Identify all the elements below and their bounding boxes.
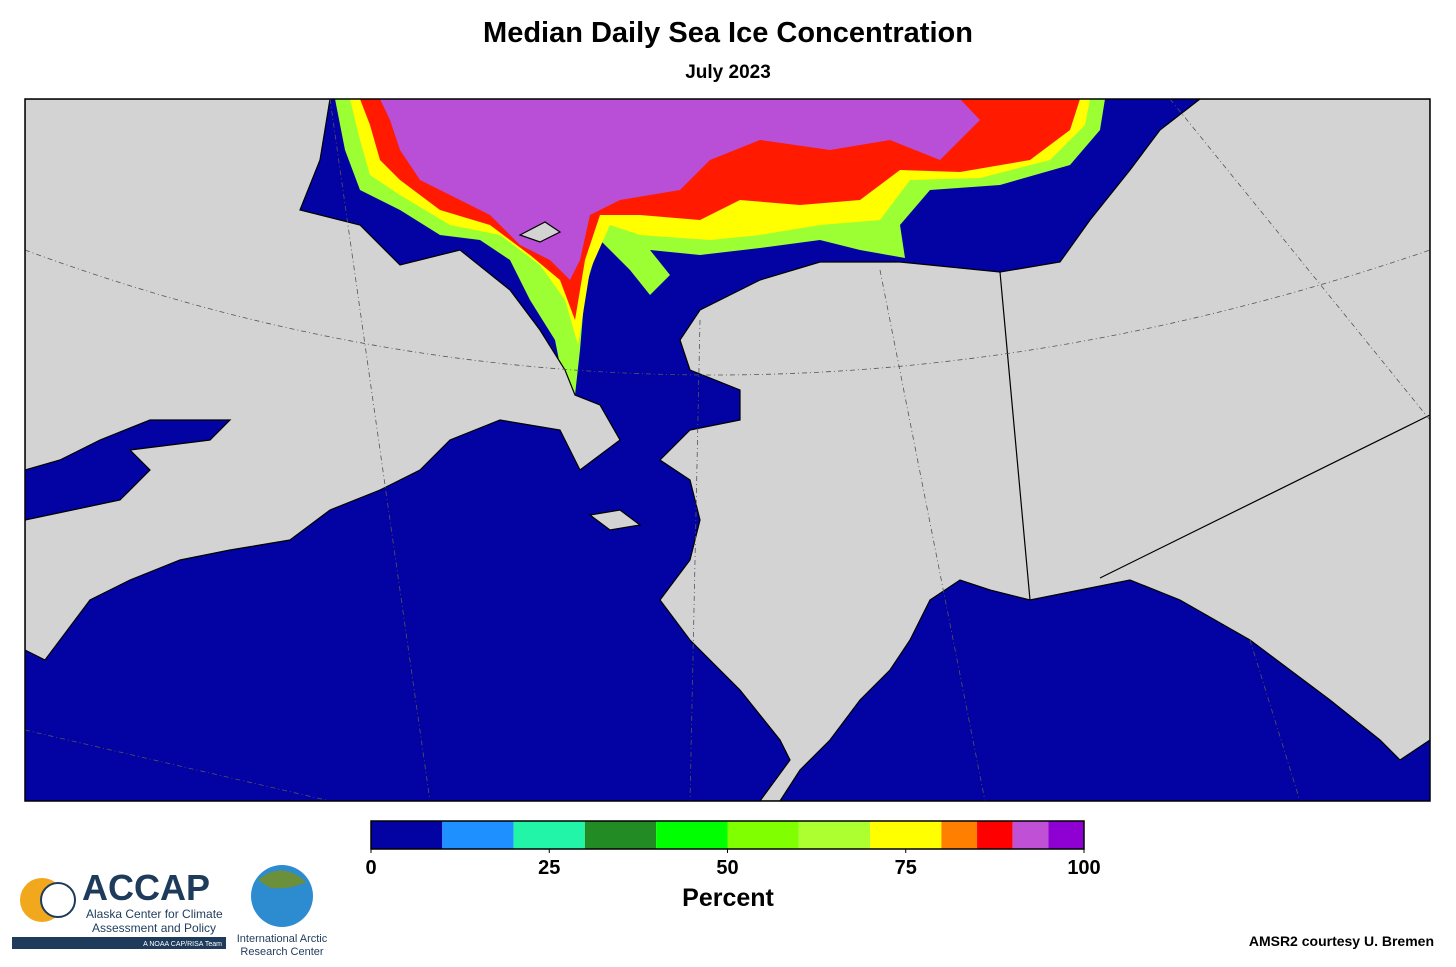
- colorbar-tick-label: 75: [895, 857, 917, 879]
- colorbar-segment: [513, 821, 585, 849]
- map-frame: [24, 98, 1431, 802]
- graticule: [25, 99, 1430, 801]
- colorbar-tick-label: 0: [365, 857, 376, 879]
- colorbar-segment: [442, 821, 514, 849]
- iarc-line: International Arctic: [237, 933, 328, 945]
- colorbar-segment: [656, 821, 728, 849]
- colorbar-tick-label: 50: [716, 857, 738, 879]
- credit: AMSR2 courtesy U. Bremen: [1249, 933, 1434, 949]
- title: Median Daily Sea Ice Concentration: [483, 17, 973, 49]
- land-alaska: [659, 99, 1430, 801]
- colorbar-segment: [798, 821, 871, 849]
- colorbar-label: Percent: [682, 884, 774, 912]
- colorbar-segment: [1048, 821, 1084, 849]
- accap-name: ACCAP: [82, 867, 210, 908]
- land-island: [518, 221, 562, 243]
- colorbar-segment: [941, 821, 978, 849]
- border: [999, 271, 1430, 601]
- colorbar-segment: [371, 821, 443, 849]
- colorbar-tick-label: 25: [538, 857, 560, 879]
- snowflake-icon: [40, 882, 76, 918]
- colorbar-segment: [870, 821, 942, 849]
- iarc-logo: International Arctic Research Center: [237, 865, 328, 958]
- globe-land: [258, 870, 306, 889]
- subtitle: July 2023: [685, 62, 771, 83]
- colorbar-segment: [977, 821, 1013, 849]
- accap-logo: ACCAP Alaska Center for Climate Assessme…: [12, 867, 226, 949]
- accap-tag: A NOAA CAP/RISA Team: [143, 941, 222, 948]
- colorbar-segment: [727, 821, 799, 849]
- colorbar-segment: [1012, 821, 1049, 849]
- colorbar-tick-label: 100: [1067, 857, 1100, 879]
- colorbar-segment: [584, 821, 657, 849]
- land-russia: [25, 99, 621, 661]
- colorbar: 0 25 50 75 100: [365, 820, 1101, 879]
- map: [24, 98, 1431, 802]
- accap-banner: [12, 937, 226, 949]
- land-island: [588, 509, 642, 531]
- accap-line: Assessment and Policy: [92, 921, 216, 935]
- iarc-line: Research Center: [240, 946, 323, 958]
- accap-line: Alaska Center for Climate: [86, 907, 223, 921]
